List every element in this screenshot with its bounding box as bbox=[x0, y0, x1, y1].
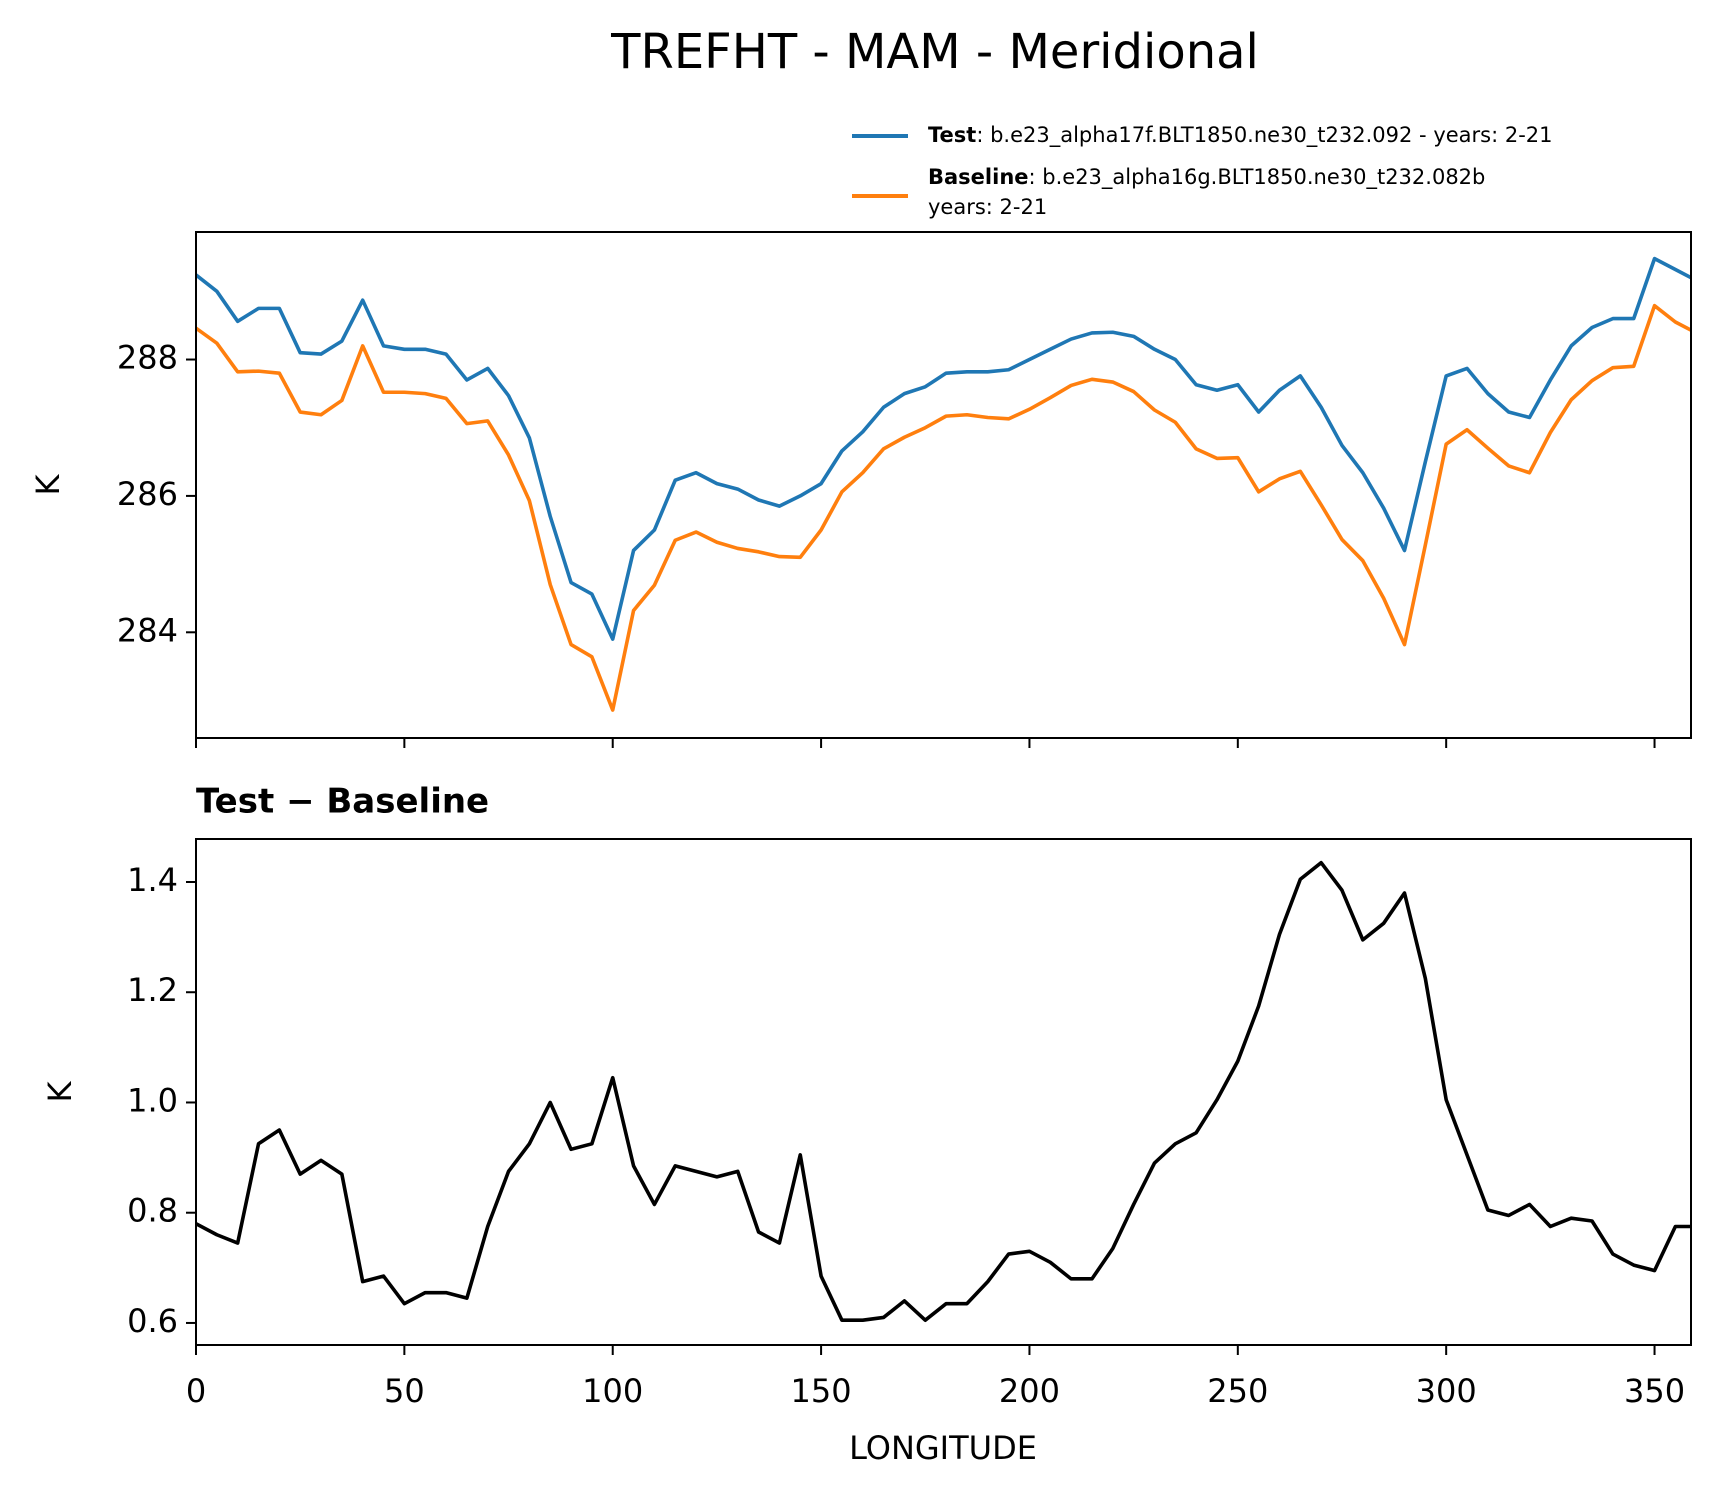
x-tick-label: 300 bbox=[1416, 1372, 1477, 1410]
legend-name: Baseline bbox=[928, 165, 1029, 189]
legend-detail: : b.e23_alpha16g.BLT1850.ne30_t232.082b bbox=[1029, 165, 1486, 190]
axes-frame bbox=[195, 838, 1692, 1346]
x-tick-label: 100 bbox=[582, 1372, 643, 1410]
y-tick-label: 284 bbox=[117, 611, 178, 649]
y-tick-label: 286 bbox=[117, 475, 178, 513]
data-line bbox=[196, 256, 1691, 641]
y-tick-label: 1.4 bbox=[127, 861, 178, 899]
axes-frame bbox=[195, 231, 1692, 739]
legend-label: Baseline: b.e23_alpha16g.BLT1850.ne30_t2… bbox=[928, 165, 1485, 190]
data-line bbox=[196, 860, 1691, 1322]
legend-label: Test: b.e23_alpha17f.BLT1850.ne30_t232.0… bbox=[928, 123, 1553, 148]
x-axis-label: LONGITUDE bbox=[849, 1429, 1037, 1467]
y-tick-label: 1.0 bbox=[127, 1081, 178, 1119]
legend-detail: : b.e23_alpha17f.BLT1850.ne30_t232.092 -… bbox=[976, 123, 1552, 148]
y-axis-label: K bbox=[41, 1080, 79, 1102]
x-tick-label: 250 bbox=[1207, 1372, 1268, 1410]
x-tick-label: 50 bbox=[384, 1372, 425, 1410]
y-axis-label: K bbox=[29, 473, 67, 495]
legend-detail: years: 2-21 bbox=[928, 195, 1047, 219]
y-tick-label: 0.8 bbox=[127, 1192, 178, 1230]
y-tick-label: 0.6 bbox=[127, 1302, 178, 1340]
plot-area bbox=[196, 860, 1691, 1322]
x-tick-label: 350 bbox=[1624, 1372, 1685, 1410]
plot-area bbox=[196, 256, 1691, 712]
y-tick-label: 1.2 bbox=[127, 971, 178, 1009]
x-tick-label: 0 bbox=[186, 1372, 206, 1410]
chart-title: TREFHT - MAM - Meridional bbox=[610, 24, 1259, 80]
x-tick-label: 200 bbox=[999, 1372, 1060, 1410]
panel-title: Test − Baseline bbox=[196, 782, 489, 822]
legend-name: Test bbox=[928, 123, 976, 147]
data-line bbox=[196, 303, 1691, 712]
x-tick-label: 150 bbox=[791, 1372, 852, 1410]
y-tick-label: 288 bbox=[117, 339, 178, 377]
